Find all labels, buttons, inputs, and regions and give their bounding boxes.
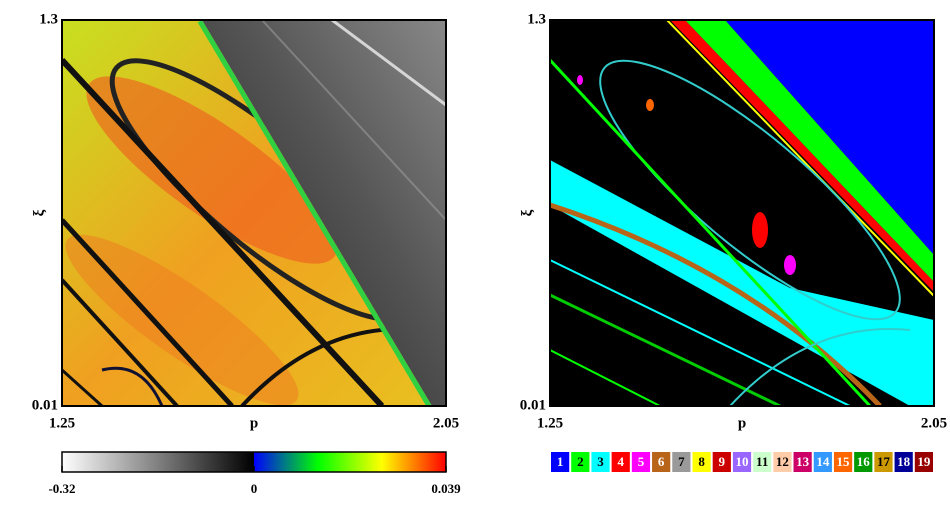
legend-swatch <box>551 452 570 472</box>
y-axis-label: ξ <box>31 209 47 216</box>
legend-label: 1 <box>557 454 564 469</box>
legend-swatch <box>833 452 853 472</box>
period-map <box>550 20 934 406</box>
legend-label: 19 <box>917 454 931 469</box>
x-tick-label: 2.05 <box>921 415 947 431</box>
legend-label: 18 <box>897 454 911 469</box>
y-axis-label: ξ <box>519 209 535 216</box>
legend-swatch <box>894 452 913 472</box>
legend-label: 5 <box>638 454 645 469</box>
x-axis-label: p <box>250 415 258 431</box>
legend-swatch <box>692 452 711 472</box>
legend-swatch <box>753 452 772 472</box>
legend-label: 6 <box>658 454 665 469</box>
legend-swatch <box>813 452 832 472</box>
legend-label: 15 <box>837 454 851 469</box>
x-tick-label: 1.25 <box>49 415 75 431</box>
legend-swatch <box>591 452 610 472</box>
plot-frame <box>549 19 935 407</box>
legend-swatch <box>571 452 590 472</box>
legend-swatch <box>712 452 731 472</box>
legend-label: 12 <box>776 454 789 469</box>
legend-label: 8 <box>698 454 705 469</box>
legend-label: 7 <box>678 454 685 469</box>
legend-label: 17 <box>877 454 891 469</box>
y-tick-label: 1.3 <box>39 11 58 27</box>
legend-swatch <box>732 452 752 472</box>
legend-label: 13 <box>796 454 810 469</box>
legend-swatch <box>631 452 651 472</box>
legend-label: 14 <box>816 454 830 469</box>
legend-label: 4 <box>617 454 624 469</box>
legend-swatch <box>611 452 630 472</box>
legend-label: 16 <box>857 454 871 469</box>
plot-frame <box>61 19 447 407</box>
x-axis-label: p <box>738 415 746 431</box>
lyapunov-map <box>62 20 446 406</box>
y-tick-label: 0.01 <box>32 397 58 413</box>
legend-swatch <box>874 452 893 472</box>
legend-label: 10 <box>736 454 749 469</box>
x-tick-label: 1.25 <box>537 415 563 431</box>
legend-swatch <box>854 452 873 472</box>
legend-label: 3 <box>597 454 604 469</box>
legend-swatch <box>652 452 671 472</box>
legend-label: 2 <box>577 454 584 469</box>
legend-swatch <box>914 452 933 472</box>
legend-swatch <box>793 452 812 472</box>
colorbar-tick-label: -0.32 <box>48 481 75 496</box>
y-tick-label: 1.3 <box>527 11 546 27</box>
legend-swatch <box>773 452 792 472</box>
y-tick-label: 0.01 <box>520 397 546 413</box>
legend-label: 11 <box>756 454 768 469</box>
legend-swatch <box>672 452 691 472</box>
colorbar-tick-label: 0 <box>251 481 258 496</box>
colorbar-tick-label: 0.039 <box>431 481 461 496</box>
x-tick-label: 2.05 <box>433 415 459 431</box>
legend-label: 9 <box>719 454 726 469</box>
